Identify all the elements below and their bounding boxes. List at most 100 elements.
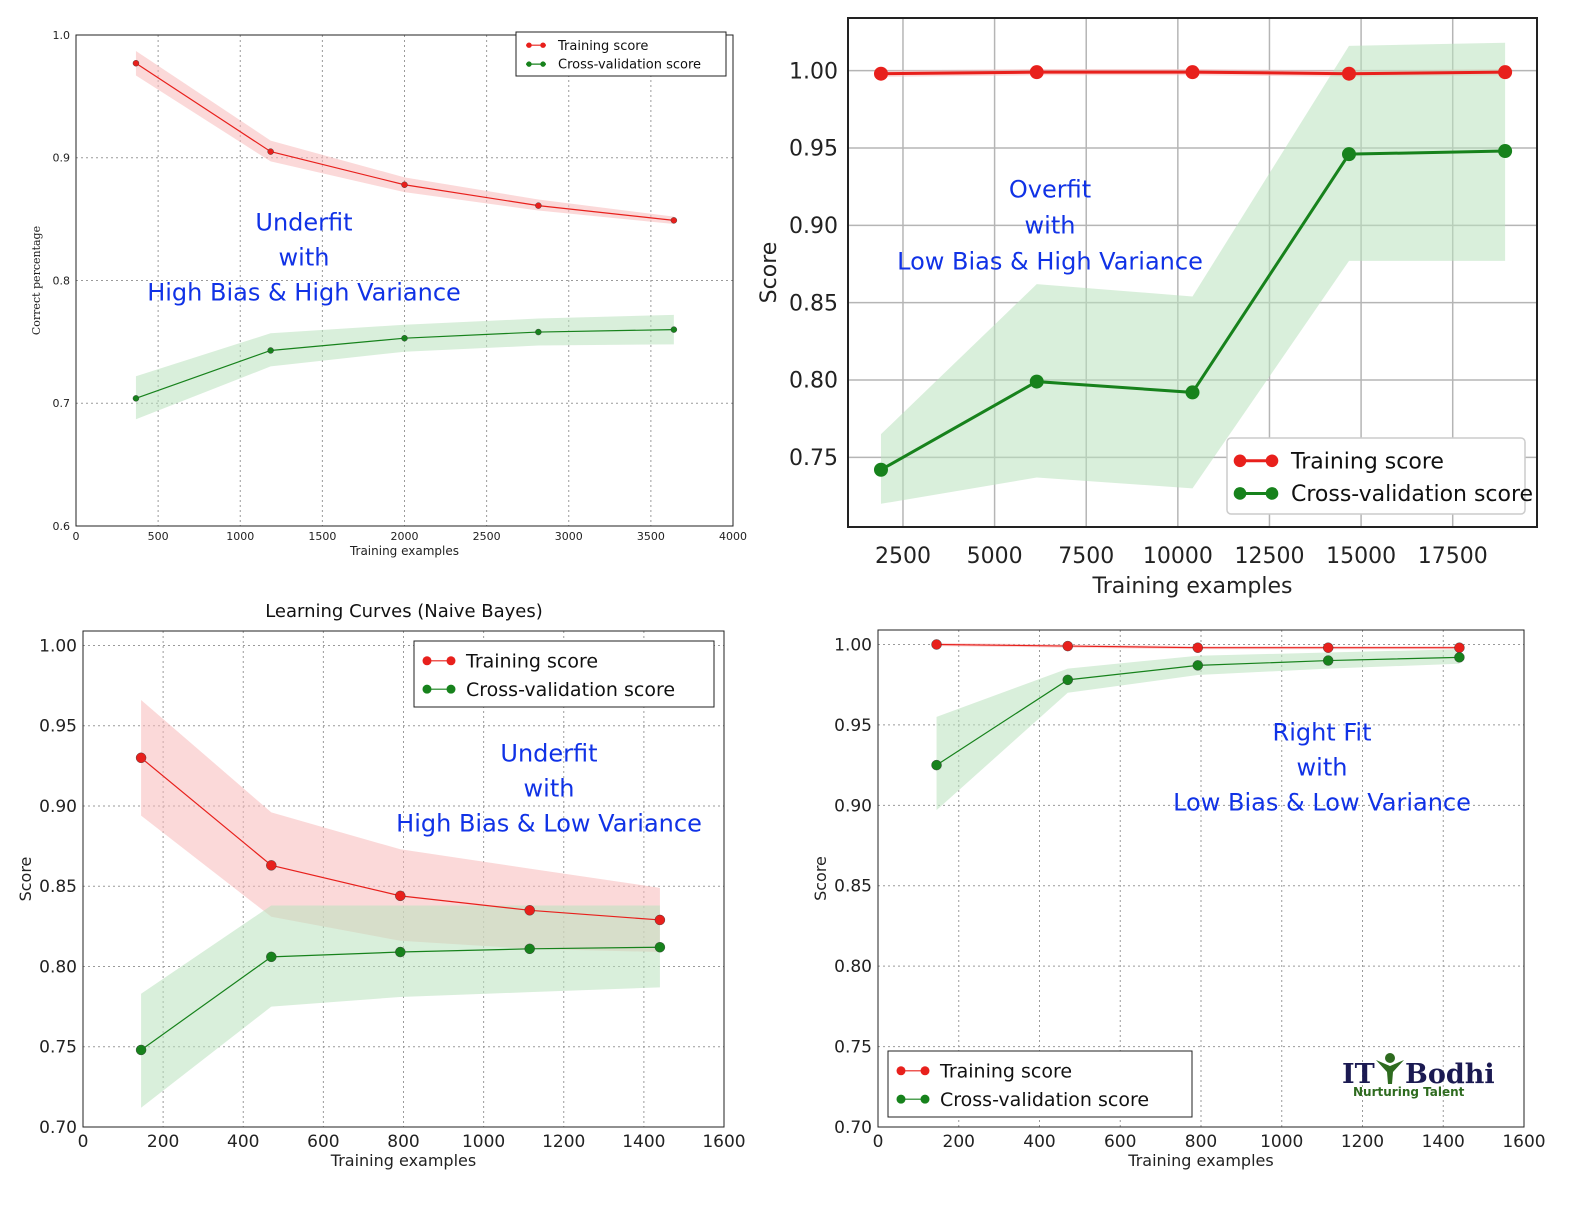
data-point bbox=[873, 66, 888, 81]
y-tick-label: 0.75 bbox=[39, 1038, 77, 1058]
itbodhi-logo: IT Bodhi Nurturing Talent bbox=[1342, 1053, 1495, 1099]
legend: Training score Cross-validation score bbox=[515, 31, 727, 77]
annotation-text: Low Bias & Low Variance bbox=[1173, 788, 1471, 816]
y-tick-label: 0.80 bbox=[39, 957, 77, 977]
annotation-text: High Bias & High Variance bbox=[147, 278, 461, 306]
y-tick-label: 0.95 bbox=[834, 716, 872, 736]
x-tick-label: 1400 bbox=[1422, 1132, 1465, 1152]
x-axis-label: Training examples bbox=[349, 544, 459, 558]
data-point bbox=[1185, 65, 1200, 80]
y-axis-label: Score bbox=[811, 856, 830, 901]
data-point bbox=[135, 752, 147, 764]
data-point bbox=[524, 905, 535, 916]
data-point bbox=[873, 462, 888, 477]
y-tick-label: 1.00 bbox=[789, 59, 838, 84]
x-tick-label: 0 bbox=[78, 1132, 89, 1152]
y-tick-label: 0.80 bbox=[834, 957, 872, 977]
data-point bbox=[1192, 660, 1203, 671]
x-tick-label: 3500 bbox=[637, 530, 665, 543]
legend-marker bbox=[540, 42, 546, 48]
data-point bbox=[1029, 374, 1044, 389]
annotation-text: with bbox=[1025, 211, 1076, 239]
x-tick-label: 200 bbox=[147, 1132, 179, 1152]
data-point bbox=[132, 395, 140, 402]
legend-marker bbox=[422, 684, 432, 694]
data-point bbox=[132, 60, 140, 67]
data-point bbox=[401, 334, 408, 342]
x-tick-label: 1500 bbox=[308, 530, 336, 543]
data-point bbox=[1498, 144, 1513, 159]
y-tick-label: 0.70 bbox=[39, 1118, 77, 1138]
y-tick-label: 0.9 bbox=[53, 152, 71, 165]
data-point bbox=[1062, 640, 1073, 652]
legend-frame bbox=[887, 1050, 1193, 1118]
svg-text:Bodhi: Bodhi bbox=[1405, 1059, 1495, 1090]
x-tick-label: 17500 bbox=[1418, 544, 1488, 569]
y-tick-label: 1.00 bbox=[39, 636, 77, 656]
x-tick-label: 0 bbox=[73, 530, 80, 543]
data-point bbox=[401, 181, 408, 188]
x-tick-label: 400 bbox=[1023, 1132, 1055, 1152]
data-point bbox=[535, 328, 542, 336]
y-axis-label: Correct percentage bbox=[30, 226, 43, 335]
data-point bbox=[267, 347, 274, 354]
data-point bbox=[395, 946, 406, 958]
y-tick-label: 0.90 bbox=[834, 796, 872, 816]
y-tick-label: 0.90 bbox=[789, 214, 838, 239]
data-point bbox=[266, 951, 277, 963]
data-point bbox=[1029, 65, 1044, 80]
y-tick-label: 0.80 bbox=[789, 369, 838, 394]
legend: Training score Cross-validation score bbox=[413, 640, 715, 708]
annotation-text: with bbox=[524, 774, 575, 802]
y-tick-label: 0.75 bbox=[834, 1038, 872, 1058]
legend-frame bbox=[515, 31, 727, 77]
y-tick-label: 0.95 bbox=[789, 137, 838, 162]
x-tick-label: 5000 bbox=[967, 544, 1023, 569]
x-tick-label: 1000 bbox=[462, 1132, 505, 1152]
confidence-band-cv bbox=[135, 314, 674, 420]
x-tick-label: 600 bbox=[307, 1132, 339, 1152]
x-tick-label: 2500 bbox=[875, 544, 931, 569]
x-tick-label: 800 bbox=[1185, 1132, 1217, 1152]
data-point bbox=[1498, 65, 1513, 80]
legend-label: Training score bbox=[1290, 450, 1444, 475]
data-point bbox=[267, 148, 274, 155]
data-point bbox=[524, 943, 535, 955]
data-point bbox=[395, 890, 406, 902]
legend-marker bbox=[896, 1066, 906, 1076]
plot-frame bbox=[877, 629, 1525, 1128]
y-tick-label: 0.85 bbox=[39, 877, 77, 897]
x-tick-label: 7500 bbox=[1058, 544, 1114, 569]
data-point bbox=[1341, 147, 1356, 162]
x-tick-label: 0 bbox=[873, 1132, 884, 1152]
y-axis-label: Score bbox=[16, 857, 35, 902]
data-point bbox=[535, 202, 542, 209]
y-tick-label: 1.00 bbox=[834, 635, 872, 655]
x-tick-label: 3000 bbox=[555, 530, 583, 543]
chart-panel-1: 0 500 1000 1500 2000 2500 3000 3500 4000 0.6 0.7 0.… bbox=[30, 29, 747, 558]
annotation-text: with bbox=[1297, 753, 1348, 781]
annotation-text: Overfit bbox=[1009, 175, 1091, 203]
legend-marker bbox=[446, 684, 456, 694]
x-tick-label: 4000 bbox=[719, 530, 747, 543]
confidence-band-training bbox=[135, 50, 674, 225]
x-tick-label: 800 bbox=[387, 1132, 419, 1152]
x-tick-label: 200 bbox=[943, 1132, 975, 1152]
x-tick-label: 15000 bbox=[1326, 544, 1396, 569]
y-tick-label: 0.8 bbox=[53, 274, 71, 287]
legend-frame bbox=[1226, 437, 1526, 515]
y-tick-label: 0.70 bbox=[834, 1118, 872, 1138]
annotation-text: High Bias & Low Variance bbox=[396, 809, 702, 837]
data-point bbox=[1454, 652, 1465, 663]
legend-marker bbox=[422, 656, 432, 666]
legend-label: Training score bbox=[465, 650, 598, 672]
data-point bbox=[1185, 385, 1200, 400]
chart-panel-2: 2500 5000 7500 10000 12500 15000 17500 0.75 0.80… bbox=[757, 17, 1538, 599]
legend-marker bbox=[526, 42, 532, 48]
legend-marker bbox=[1233, 487, 1247, 500]
x-tick-label: 1200 bbox=[542, 1132, 585, 1152]
data-point bbox=[1322, 655, 1334, 666]
legend-marker bbox=[920, 1094, 930, 1104]
x-axis-label: Training examples bbox=[1127, 1151, 1273, 1170]
